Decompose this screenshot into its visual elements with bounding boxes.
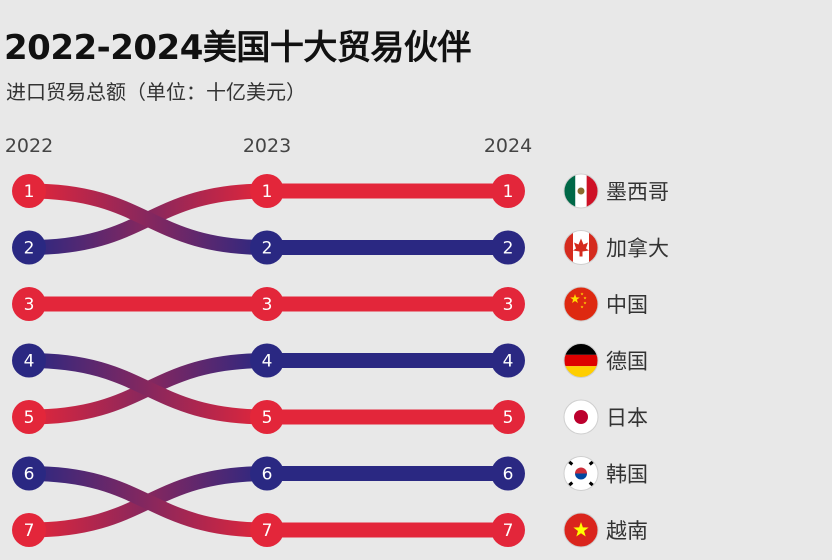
legend-item: 墨西哥 xyxy=(563,173,669,209)
rank-label: 2 xyxy=(24,239,35,259)
country-label: 墨西哥 xyxy=(606,180,669,204)
vietnam-flag-icon xyxy=(563,512,599,548)
rank-node-2024-2: 2 xyxy=(491,230,525,265)
year-label-2023: 2023 xyxy=(243,135,291,157)
legend-item: 中国 xyxy=(563,286,648,322)
series-line-日本-2022-2023 xyxy=(21,353,275,425)
legend-item: 加拿大 xyxy=(563,230,669,265)
rank-label: 2 xyxy=(503,239,514,259)
rank-label: 5 xyxy=(503,408,514,428)
rank-node-2024-1: 1 xyxy=(491,174,525,208)
rank-label: 6 xyxy=(503,465,514,485)
year-label-2022: 2022 xyxy=(5,135,53,157)
rank-label: 7 xyxy=(24,521,35,541)
mexico-flag-icon xyxy=(563,173,599,209)
rank-node-2022-1: 1 xyxy=(12,174,46,208)
rank-node-2023-4: 4 xyxy=(250,343,284,378)
country-label: 日本 xyxy=(606,406,648,430)
rank-label: 3 xyxy=(24,295,35,315)
rank-node-2022-4: 4 xyxy=(12,343,46,378)
chart-subtitle: 进口贸易总额（单位：十亿美元） xyxy=(6,80,306,104)
country-label: 越南 xyxy=(606,519,648,543)
rank-label: 3 xyxy=(262,295,273,315)
rank-label: 5 xyxy=(24,408,35,428)
series-lines xyxy=(21,183,516,538)
japan-flag-icon xyxy=(563,399,599,435)
country-label: 中国 xyxy=(606,293,648,317)
rank-node-2023-3: 3 xyxy=(250,287,284,321)
rank-node-2024-3: 3 xyxy=(491,287,525,321)
rank-node-2022-3: 3 xyxy=(12,287,46,321)
rank-node-2024-5: 5 xyxy=(491,400,525,434)
rank-label: 1 xyxy=(24,182,35,202)
rank-node-2024-4: 4 xyxy=(491,343,525,378)
south-korea-flag-icon xyxy=(563,456,599,491)
rank-node-2023-6: 6 xyxy=(250,456,284,491)
rank-label: 4 xyxy=(262,352,273,372)
year-label-2024: 2024 xyxy=(484,135,532,157)
rank-label: 5 xyxy=(262,408,273,428)
rank-node-2023-2: 2 xyxy=(250,230,284,265)
rank-label: 2 xyxy=(262,239,273,259)
country-label: 韩国 xyxy=(606,463,648,487)
rank-node-2024-7: 7 xyxy=(491,513,525,547)
series-line-加拿大-2022-2023 xyxy=(21,183,275,255)
rank-node-2022-2: 2 xyxy=(12,230,46,265)
rank-label: 3 xyxy=(503,295,514,315)
country-label: 德国 xyxy=(606,350,648,374)
rank-node-2023-7: 7 xyxy=(250,513,284,547)
chart-title: 2022-2024美国十大贸易伙伴 xyxy=(4,28,471,68)
rank-node-2023-5: 5 xyxy=(250,400,284,434)
rank-label: 7 xyxy=(503,521,514,541)
legend-item: 越南 xyxy=(563,512,648,548)
legend-item: 德国 xyxy=(563,343,648,378)
legend-item: 日本 xyxy=(563,399,648,435)
rank-node-2023-1: 1 xyxy=(250,174,284,208)
year-labels: 2022 2023 2024 xyxy=(5,135,532,157)
rank-nodes: 1 2 3 4 5 6 7 1 2 3 4 5 6 7 1 2 3 4 5 6 7 xyxy=(12,174,525,547)
rank-node-2022-5: 5 xyxy=(12,400,46,434)
country-label: 加拿大 xyxy=(606,237,669,261)
rank-node-2022-6: 6 xyxy=(12,456,46,491)
rank-label: 4 xyxy=(503,352,514,372)
rank-label: 6 xyxy=(262,465,273,485)
rank-node-2022-7: 7 xyxy=(12,513,46,547)
rank-node-2024-6: 6 xyxy=(491,456,525,491)
germany-flag-icon xyxy=(563,343,599,378)
china-flag-icon xyxy=(563,286,599,322)
rank-label: 7 xyxy=(262,521,273,541)
rank-label: 1 xyxy=(503,182,514,202)
rank-label: 6 xyxy=(24,465,35,485)
rank-label: 4 xyxy=(24,352,35,372)
canada-flag-icon xyxy=(563,230,599,265)
legend-item: 韩国 xyxy=(563,456,648,491)
rank-label: 1 xyxy=(262,182,273,202)
series-line-越南-2022-2023 xyxy=(21,466,275,538)
